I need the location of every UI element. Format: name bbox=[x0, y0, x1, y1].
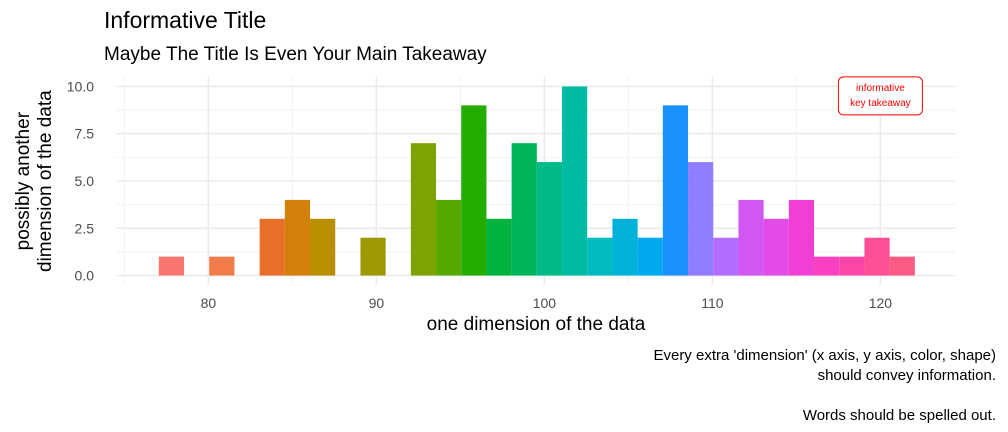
histogram-bar bbox=[637, 237, 663, 276]
histogram-bar bbox=[612, 218, 638, 276]
histogram-bar bbox=[436, 199, 462, 276]
histogram-bar bbox=[662, 105, 689, 276]
histogram-bars bbox=[158, 86, 915, 276]
histogram-bar bbox=[889, 256, 915, 276]
caption-line-2: should convey information. bbox=[817, 367, 996, 384]
histogram-bar bbox=[360, 237, 386, 276]
axis-ticks: 80 90 100 110 120 0.0 2.5 5.0 7.5 10.0 bbox=[67, 78, 893, 311]
histogram-bar bbox=[461, 105, 487, 276]
histogram-bar bbox=[587, 237, 613, 276]
histogram-bar bbox=[511, 143, 537, 276]
histogram-bar bbox=[536, 162, 563, 276]
chart-title: Informative Title bbox=[104, 7, 267, 33]
histogram-bar bbox=[284, 199, 311, 276]
histogram-bar bbox=[864, 237, 890, 276]
caption-line-3: Words should be spelled out. bbox=[802, 407, 996, 424]
x-tick-label: 100 bbox=[533, 295, 557, 311]
annotation: informative key takeaway bbox=[837, 76, 923, 116]
caption: Every extra 'dimension' (x axis, y axis,… bbox=[653, 346, 996, 426]
x-axis-label: one dimension of the data bbox=[426, 314, 646, 335]
histogram-bar bbox=[158, 256, 185, 276]
histogram-bar bbox=[839, 256, 865, 276]
y-tick-label: 10.0 bbox=[67, 78, 94, 94]
y-tick-label: 2.5 bbox=[75, 220, 95, 236]
y-tick-label: 5.0 bbox=[75, 173, 95, 189]
histogram-bar bbox=[310, 218, 336, 276]
histogram-bar bbox=[738, 199, 764, 276]
x-tick-label: 120 bbox=[869, 295, 893, 311]
x-tick-label: 90 bbox=[369, 295, 385, 311]
histogram-bar bbox=[688, 162, 714, 276]
histogram-bar bbox=[814, 256, 840, 276]
histogram-bar bbox=[562, 86, 588, 276]
histogram-bar bbox=[486, 218, 512, 276]
histogram-bar bbox=[259, 218, 285, 276]
histogram-bar bbox=[410, 143, 437, 276]
histogram-bar bbox=[209, 256, 235, 276]
annotation-text-line: informative bbox=[856, 83, 905, 94]
annotation-text-line: key takeaway bbox=[850, 98, 911, 109]
x-tick-label: 110 bbox=[701, 295, 724, 311]
histogram-bar bbox=[763, 218, 789, 276]
caption-line-1: Every extra 'dimension' (x axis, y axis,… bbox=[653, 347, 996, 364]
histogram-bar bbox=[788, 199, 815, 276]
x-tick-label: 80 bbox=[201, 295, 217, 311]
y-tick-label: 7.5 bbox=[75, 126, 95, 142]
annotation-box bbox=[837, 76, 923, 116]
chart-subtitle: Maybe The Title Is Even Your Main Takeaw… bbox=[104, 44, 487, 65]
histogram-bar bbox=[713, 237, 739, 276]
y-tick-label: 0.0 bbox=[75, 268, 95, 284]
